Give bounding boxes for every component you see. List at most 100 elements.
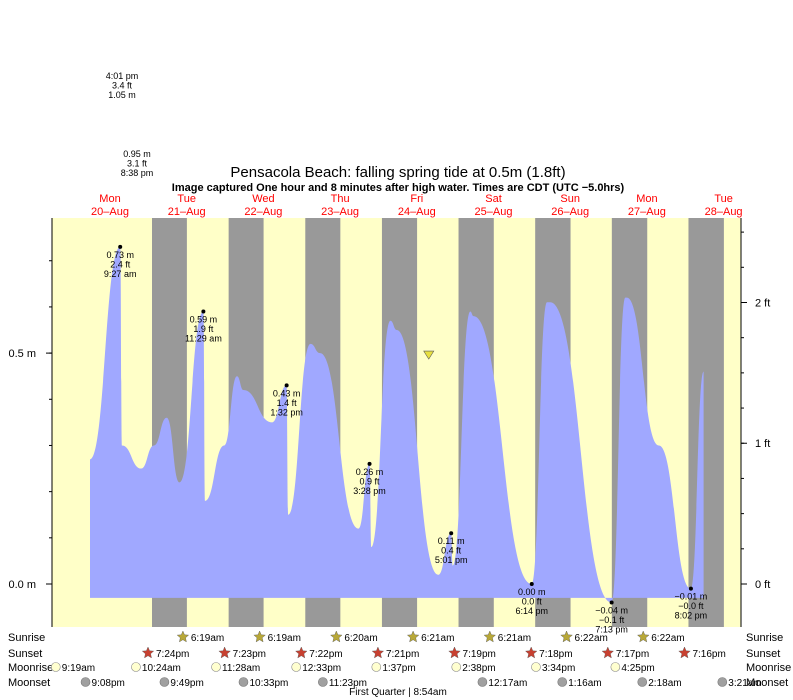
- moonrise-time: 3:34pm: [542, 663, 575, 674]
- extreme-label-line: 7:13 pm: [595, 624, 628, 634]
- moonrise-time: 4:25pm: [621, 663, 654, 674]
- left-tick-label: 0.5 m: [8, 348, 36, 360]
- day-date: 28–Aug: [705, 206, 743, 218]
- moonset-icon: [557, 677, 568, 687]
- star-icon: [601, 646, 614, 659]
- day-date: 24–Aug: [398, 206, 436, 218]
- moonset-time: 10:33pm: [249, 678, 288, 689]
- star-icon: [141, 646, 155, 659]
- extreme-dot: [609, 600, 614, 605]
- moonset-time: 12:17am: [488, 678, 527, 689]
- moonrise-time: 12:33pm: [302, 663, 341, 674]
- extreme-label-line: 0.4 ft: [441, 546, 462, 556]
- axes: 0.0 m 0.5 m 0 ft 1 ft 2 ft: [8, 218, 770, 627]
- day-date: 23–Aug: [321, 206, 359, 218]
- moonrise-icon: [531, 662, 541, 672]
- moonset-icon: [238, 677, 249, 687]
- moonrise-icon: [50, 662, 61, 672]
- moonset-time: 3:21am: [728, 678, 761, 689]
- star-icon: [330, 630, 343, 643]
- star-icon: [406, 630, 420, 643]
- day-name: Tue: [177, 193, 196, 205]
- row-label-left: Moonset: [8, 677, 50, 689]
- extreme-dot: [201, 309, 206, 314]
- moonset-icon: [717, 677, 728, 687]
- moonrise-time: 2:38pm: [462, 663, 495, 674]
- overflow-label-line: 4:01 pm: [106, 71, 139, 81]
- moonset-time: 9:08pm: [92, 678, 125, 689]
- right-tick-label: 2 ft: [755, 297, 770, 309]
- moon-phase: First Quarter | 8:54am: [349, 687, 447, 698]
- extreme-label-line: 0.73 m: [106, 250, 134, 260]
- extreme-label-line: 2.4 ft: [110, 259, 131, 269]
- extreme-label-line: 9:27 am: [104, 269, 137, 279]
- star-icon: [448, 646, 461, 659]
- extreme-dot: [449, 531, 454, 536]
- extreme-label-line: −0.04 m: [595, 605, 628, 615]
- row-label-left: Sunset: [8, 648, 42, 660]
- extreme-label-line: 0.59 m: [190, 315, 218, 325]
- overflow-labels: 4:01 pm3.4 ft1.05 m 0.95 m3.1 ft8:38 pm: [106, 71, 154, 178]
- extreme-label-line: 0.00 m: [518, 587, 546, 597]
- sunset-time: 7:23pm: [233, 649, 266, 660]
- extreme-label-line: 1.9 ft: [193, 324, 214, 334]
- extreme-label-line: 5:01 pm: [435, 555, 468, 565]
- day-name: Fri: [410, 193, 423, 205]
- chart-subtitle: Image captured One hour and 8 minutes af…: [172, 182, 625, 194]
- extreme-label-line: 0.9 ft: [360, 476, 381, 486]
- left-tick-label: 0.0 m: [8, 579, 36, 591]
- moonrise-time: 9:19am: [62, 663, 95, 674]
- day-name: Mon: [636, 193, 657, 205]
- extreme-label-line: −0.01 m: [675, 592, 708, 602]
- extreme-label-line: 0.43 m: [273, 388, 301, 398]
- moonset-time: 9:49pm: [170, 678, 203, 689]
- overflow-label-line: 3.1 ft: [127, 159, 148, 169]
- sunrise-time: 6:19am: [268, 633, 301, 644]
- extreme-label-line: −0.1 ft: [599, 615, 625, 625]
- extreme-label-line: 11:29 am: [185, 334, 222, 344]
- day-name: Sun: [560, 193, 580, 205]
- moonrise-icon: [371, 662, 382, 672]
- sunset-time: 7:22pm: [309, 649, 342, 660]
- sunrise-time: 6:22am: [575, 633, 608, 644]
- star-icon: [525, 646, 538, 659]
- row-label-left: Sunrise: [8, 632, 45, 644]
- day-name: Sat: [485, 193, 502, 205]
- overflow-label-line: 8:38 pm: [121, 168, 154, 178]
- extreme-label-line: −0.0 ft: [678, 601, 704, 611]
- star-icon: [483, 630, 496, 643]
- extreme-dot: [284, 383, 289, 388]
- star-icon: [371, 646, 385, 659]
- right-tick-label: 0 ft: [755, 579, 770, 591]
- moonrise-icon: [451, 662, 462, 672]
- moonrise-icon: [610, 662, 621, 672]
- extreme-dot: [529, 582, 534, 586]
- current-level-marker: [423, 350, 435, 360]
- day-date: 20–Aug: [91, 206, 129, 218]
- moonrise-icon: [131, 662, 141, 672]
- day-date: 26–Aug: [551, 206, 589, 218]
- moonset-icon: [318, 677, 328, 687]
- overflow-label-line: 1.05 m: [108, 90, 136, 100]
- moonset-time: 1:16am: [568, 678, 601, 689]
- moonrise-icon: [291, 662, 302, 672]
- row-label-right: Moonrise: [746, 662, 791, 674]
- sunset-time: 7:21pm: [386, 649, 419, 660]
- row-label-right: Sunset: [746, 648, 780, 660]
- star-icon: [678, 646, 691, 659]
- day-date: 21–Aug: [168, 206, 206, 218]
- extreme-dot: [367, 461, 372, 466]
- sunrise-time: 6:21am: [498, 633, 531, 644]
- extreme-label-line: 0.26 m: [356, 467, 384, 477]
- row-label-right: Sunrise: [746, 632, 783, 644]
- overflow-label-line: 3.4 ft: [112, 81, 133, 91]
- extreme-label-line: 0.0 ft: [522, 597, 543, 607]
- moonset-icon: [637, 677, 648, 687]
- astro-rows: Sunrise Sunrise Sunset Sunset Moonrise Moonri…: [8, 630, 791, 689]
- day-date: 27–Aug: [628, 206, 666, 218]
- sunrise-time: 6:21am: [421, 633, 454, 644]
- sunset-time: 7:16pm: [692, 649, 725, 660]
- day-labels: Mon20–AugTue21–AugWed22–AugThu23–AugFri2…: [91, 193, 743, 218]
